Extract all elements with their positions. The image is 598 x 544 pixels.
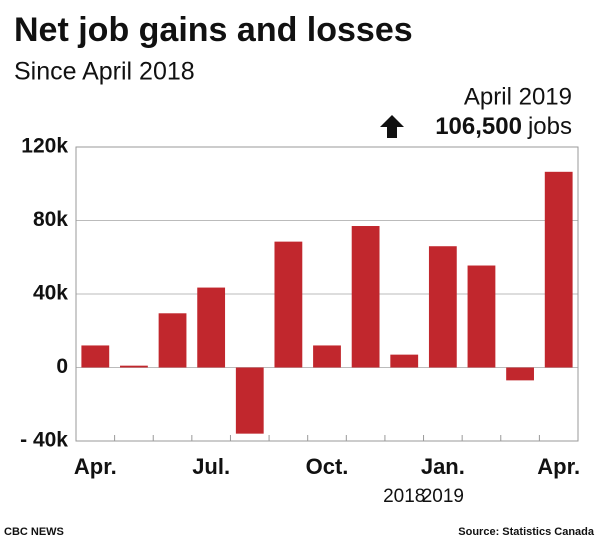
- x-tick-label: Jan.: [421, 454, 465, 479]
- x-year-label: 2019: [422, 486, 464, 507]
- y-tick-label: 40k: [33, 282, 68, 305]
- y-tick-label: 80k: [33, 208, 68, 231]
- bars: [81, 171, 573, 434]
- plot-frame: [75, 146, 579, 442]
- y-tick-label: 0: [56, 355, 68, 378]
- bar: [544, 171, 573, 368]
- bar: [313, 345, 341, 368]
- x-tick-label: Oct.: [306, 454, 349, 479]
- chart-subtitle: Since April 2018: [14, 58, 195, 86]
- annotation-value: 106,500 jobs: [435, 113, 572, 140]
- bar: [235, 367, 264, 434]
- bar: [428, 246, 457, 368]
- bar: [197, 287, 226, 368]
- bar: [81, 345, 110, 368]
- bar: [158, 313, 187, 368]
- x-tick-label: Apr.: [537, 454, 580, 479]
- bar: [274, 241, 303, 368]
- source: Source: Statistics Canada: [458, 526, 595, 538]
- bar: [506, 367, 534, 381]
- y-tick-label: - 40k: [20, 429, 68, 452]
- bar: [467, 265, 496, 368]
- x-tick-label: Jul.: [192, 454, 230, 479]
- annotation-title: April 2019: [464, 83, 572, 110]
- credit: CBC NEWS: [4, 526, 64, 538]
- grid: [75, 146, 579, 442]
- bar: [390, 354, 419, 368]
- chart-title: Net job gains and losses: [14, 11, 413, 49]
- arrow-up: [380, 115, 404, 138]
- annotation-number: 106,500: [435, 113, 522, 140]
- y-tick-label: 120k: [21, 135, 68, 158]
- bar: [351, 226, 380, 368]
- annotation-unit: jobs: [527, 113, 572, 140]
- x-tick-label: Apr.: [74, 454, 117, 479]
- bar: [120, 365, 148, 368]
- x-year-label: 2018: [383, 486, 425, 507]
